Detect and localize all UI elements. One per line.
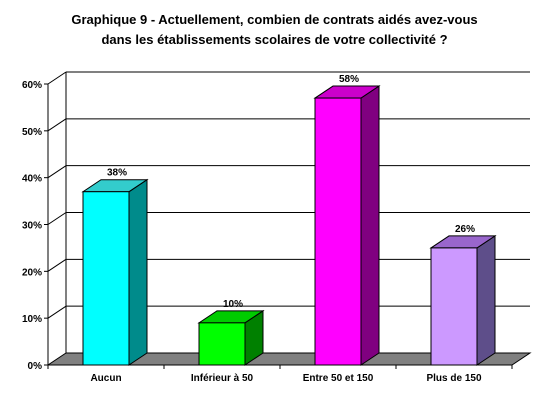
y-tick-label: 40% — [22, 174, 42, 185]
x-tick-label: Aucun — [90, 373, 121, 384]
y-tick-label: 50% — [22, 127, 42, 138]
bar — [314, 97, 362, 366]
chart-title-line-2: dans les établissements scolaires de vot… — [101, 32, 448, 47]
data-label: 58% — [339, 74, 359, 85]
gridline-depth — [47, 258, 67, 272]
x-tick-label: Entre 50 et 150 — [303, 373, 374, 384]
bar-side — [476, 234, 496, 366]
gridline-depth — [47, 165, 67, 179]
data-label: 38% — [107, 168, 127, 179]
x-tick-label: Inférieur à 50 — [191, 373, 254, 384]
y-tick-label: 20% — [22, 267, 42, 278]
y-tick-label: 0% — [28, 361, 43, 372]
chart-title-line-1: Graphique 9 - Actuellement, combien de c… — [71, 12, 478, 27]
gridline-depth — [47, 118, 67, 132]
bar — [82, 191, 130, 366]
bar-side — [360, 85, 380, 366]
x-tick-label: Plus de 150 — [426, 373, 481, 384]
bar-side — [128, 178, 148, 366]
gridline-depth — [47, 71, 67, 85]
bars-layer — [81, 85, 497, 366]
data-label: 10% — [223, 299, 243, 310]
data-label: 26% — [455, 224, 475, 235]
bar — [198, 322, 246, 366]
gridline-depth — [47, 305, 67, 319]
bar — [430, 247, 478, 366]
y-tick-label: 10% — [22, 314, 42, 325]
labels-layer: 38% Aucun 10% Inférieur à 50 58% Entre 50 et … — [90, 74, 482, 384]
y-tick-label: 30% — [22, 221, 42, 232]
gridline-depth — [47, 212, 67, 225]
y-tick-label: 60% — [22, 80, 42, 91]
